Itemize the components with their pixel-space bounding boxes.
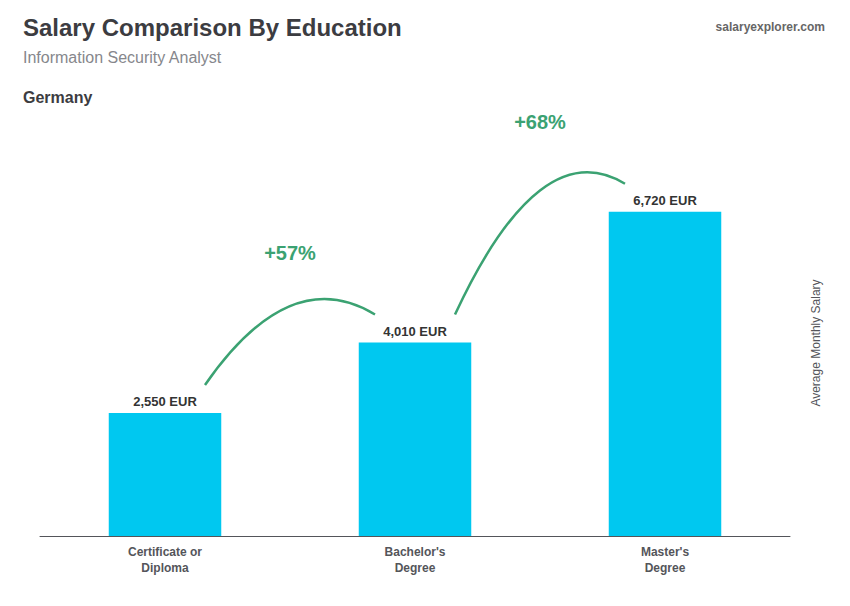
svg-text:Diploma: Diploma: [141, 561, 189, 575]
svg-text:Salary Comparison By Education: Salary Comparison By Education: [23, 14, 402, 41]
svg-text:Bachelor's: Bachelor's: [385, 545, 446, 559]
svg-text:6,720 EUR: 6,720 EUR: [633, 193, 697, 208]
svg-text:Master's: Master's: [641, 545, 690, 559]
svg-text:Certificate or: Certificate or: [128, 545, 202, 559]
svg-text:2,550 EUR: 2,550 EUR: [133, 394, 197, 409]
svg-text:Germany: Germany: [23, 89, 92, 106]
svg-text:4,010 EUR: 4,010 EUR: [383, 324, 447, 339]
svg-text:Average Monthly Salary: Average Monthly Salary: [809, 279, 823, 406]
svg-text:+57%: +57%: [264, 242, 316, 264]
svg-text:Information Security Analyst: Information Security Analyst: [23, 49, 222, 66]
svg-text:Degree: Degree: [395, 561, 436, 575]
svg-text:salaryexplorer.com: salaryexplorer.com: [716, 20, 825, 34]
svg-text:Degree: Degree: [645, 561, 686, 575]
svg-text:+68%: +68%: [514, 111, 566, 133]
